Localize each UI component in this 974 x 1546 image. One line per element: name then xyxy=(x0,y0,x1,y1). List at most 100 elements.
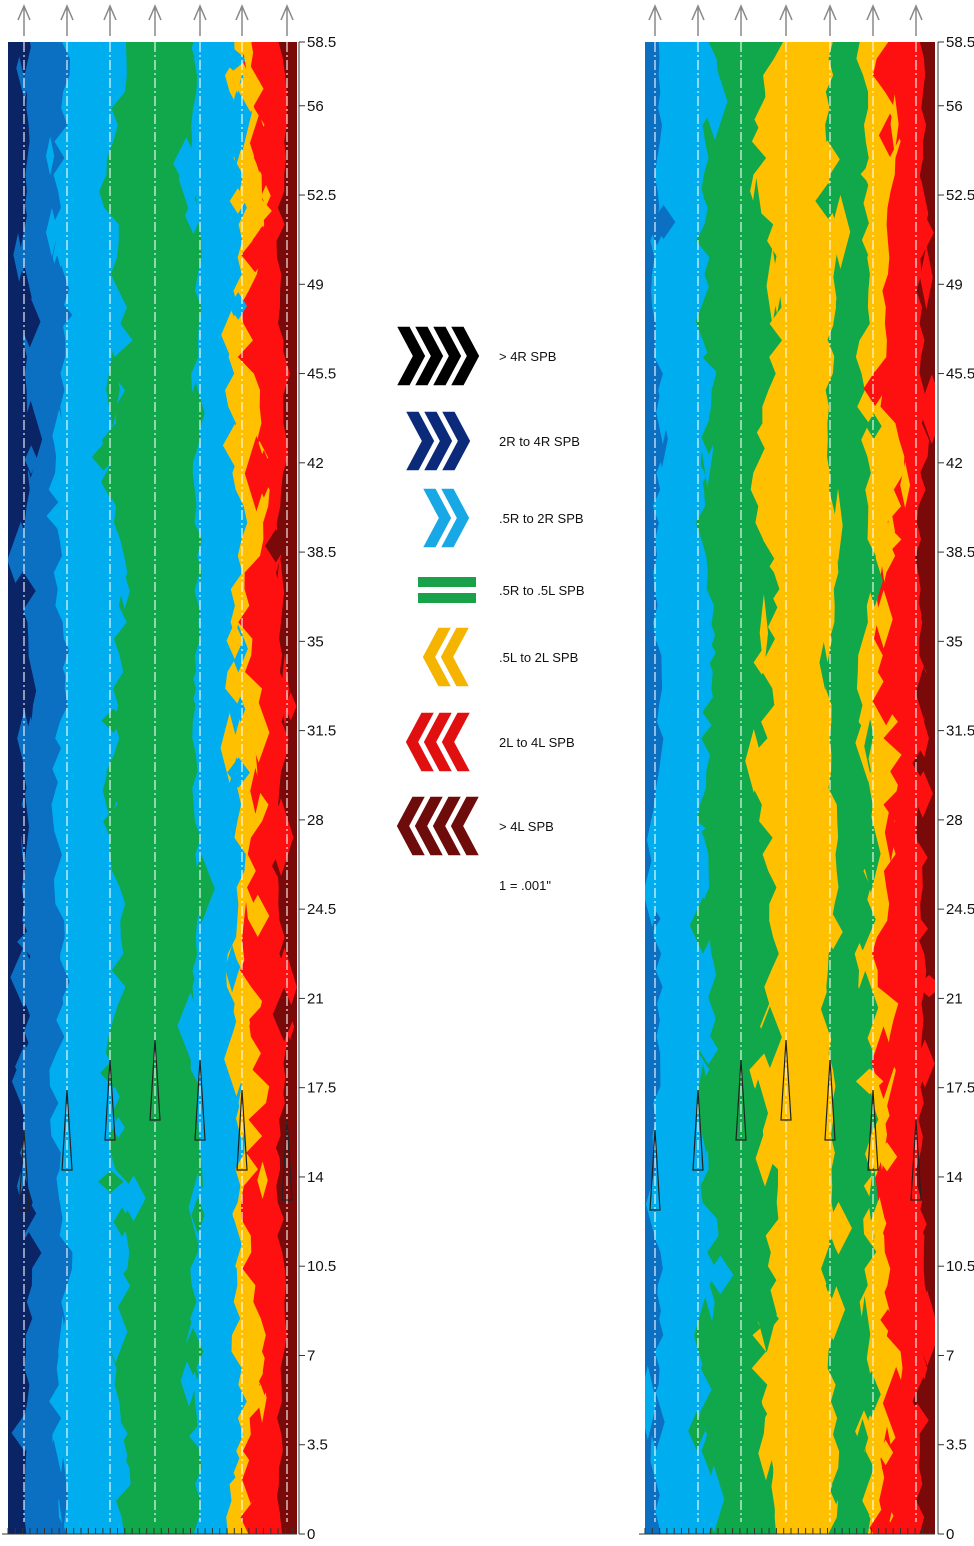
texture-blob xyxy=(177,992,204,1060)
texture-blob xyxy=(701,420,717,455)
texture-blob xyxy=(10,571,36,611)
texture-blob xyxy=(871,1026,896,1100)
texture-blob xyxy=(249,113,269,173)
heatmap-panel-left xyxy=(8,42,297,1534)
texture-blob xyxy=(746,1395,768,1433)
y-tick-label: 56 xyxy=(307,98,324,115)
texture-blob xyxy=(15,312,31,334)
texture-blob xyxy=(868,720,885,798)
chevron-right-icon xyxy=(403,410,436,472)
texture-blob xyxy=(708,966,730,1028)
chevron-left-icon xyxy=(404,711,437,773)
texture-blob xyxy=(879,1466,895,1534)
chevron-left-icon xyxy=(431,795,464,857)
texture-blob xyxy=(695,285,723,358)
texture-blob xyxy=(874,589,893,649)
texture-blob xyxy=(56,237,66,268)
texture-blob xyxy=(823,617,832,663)
texture-blob xyxy=(701,1104,711,1155)
texture-blob xyxy=(707,1255,734,1295)
texture-blob xyxy=(106,350,120,429)
texture-blob xyxy=(241,237,269,273)
texture-blob xyxy=(16,1232,42,1274)
lane-arrow-icon xyxy=(823,4,837,36)
texture-blob xyxy=(50,1169,60,1237)
chevron-right-icon xyxy=(438,487,471,549)
texture-blob xyxy=(17,42,31,78)
texture-blob xyxy=(920,245,933,310)
texture-blob xyxy=(855,1068,884,1095)
texture-blob xyxy=(693,1297,717,1375)
texture-blob xyxy=(101,463,122,501)
texture-blob xyxy=(46,500,73,531)
y-tick-label: 17.5 xyxy=(307,1080,336,1097)
y-tick-label: 58.5 xyxy=(307,34,336,51)
lane-arrow-icon xyxy=(909,4,923,36)
texture-blob xyxy=(220,712,239,784)
texture-blob xyxy=(103,1300,128,1364)
y-tick-label: 14 xyxy=(946,1169,963,1186)
texture-blob xyxy=(108,1417,128,1450)
lane-arrow-icon xyxy=(779,4,793,36)
legend-label: .5R to 2R SPB xyxy=(499,511,584,526)
lane-marker-icon xyxy=(780,1039,792,1121)
texture-blob xyxy=(13,964,40,985)
chevron-right-icon xyxy=(420,487,453,549)
texture-blob xyxy=(272,987,296,1042)
texture-blob xyxy=(221,310,242,360)
texture-blob xyxy=(39,819,62,890)
texture-blob xyxy=(910,917,929,941)
y-tick-label: 0 xyxy=(946,1526,954,1543)
lane-arrow-icon xyxy=(60,4,74,36)
texture-blob xyxy=(869,207,883,254)
texture-blob xyxy=(899,1192,927,1256)
chevron-left-icon xyxy=(439,626,472,688)
legend: > 4R SPB 2R to 4R SPB .5R to 2R SPB .5R to … xyxy=(394,325,585,893)
texture-blob xyxy=(268,1482,281,1534)
texture-blob xyxy=(754,95,779,144)
lane-arrow-icon xyxy=(648,4,662,36)
lane-marker-icon xyxy=(104,1059,116,1141)
chevron-right-icon xyxy=(421,410,454,472)
texture-blob xyxy=(121,1175,146,1222)
texture-blob xyxy=(11,825,22,853)
legend-equals-icon xyxy=(418,593,476,603)
lane-marker-icon xyxy=(735,1059,747,1141)
texture-blob xyxy=(908,1451,922,1505)
texture-blob xyxy=(259,1368,270,1396)
texture-blob xyxy=(852,970,879,1045)
texture-blob xyxy=(821,1238,843,1300)
texture-blob xyxy=(872,676,900,726)
texture-blob xyxy=(758,1426,774,1481)
texture-blob xyxy=(242,1455,260,1505)
texture-blob xyxy=(219,48,247,71)
texture-blob xyxy=(757,1006,782,1069)
texture-blob xyxy=(116,1432,128,1479)
texture-blob xyxy=(275,554,285,631)
y-tick-label: 28 xyxy=(946,812,963,829)
texture-blob xyxy=(864,719,876,774)
texture-blob xyxy=(651,204,676,240)
texture-blob xyxy=(45,136,55,176)
texture-blob xyxy=(243,42,254,82)
texture-blob xyxy=(850,1233,877,1271)
texture-blob xyxy=(284,692,297,721)
texture-blob xyxy=(923,124,933,165)
texture-blob xyxy=(237,65,264,112)
legend-item: > 4R SPB xyxy=(394,325,556,387)
texture-blob xyxy=(645,1458,660,1532)
texture-blob xyxy=(58,1315,68,1389)
legend-item: .5R to .5L SPB xyxy=(418,577,585,603)
y-tick-label: 31.5 xyxy=(946,723,974,740)
lane-arrow-icon xyxy=(235,4,249,36)
texture-blob xyxy=(184,664,196,713)
y-tick-label: 7 xyxy=(946,1347,954,1364)
texture-blob xyxy=(916,974,935,998)
legend-equals-icon xyxy=(418,577,476,587)
texture-blob xyxy=(692,175,704,219)
texture-blob xyxy=(275,1128,291,1167)
texture-blob xyxy=(113,1207,131,1237)
lane-marker-icon xyxy=(61,1089,73,1171)
texture-blob xyxy=(819,635,831,691)
legend-item: 2L to 4L SPB xyxy=(404,711,575,773)
